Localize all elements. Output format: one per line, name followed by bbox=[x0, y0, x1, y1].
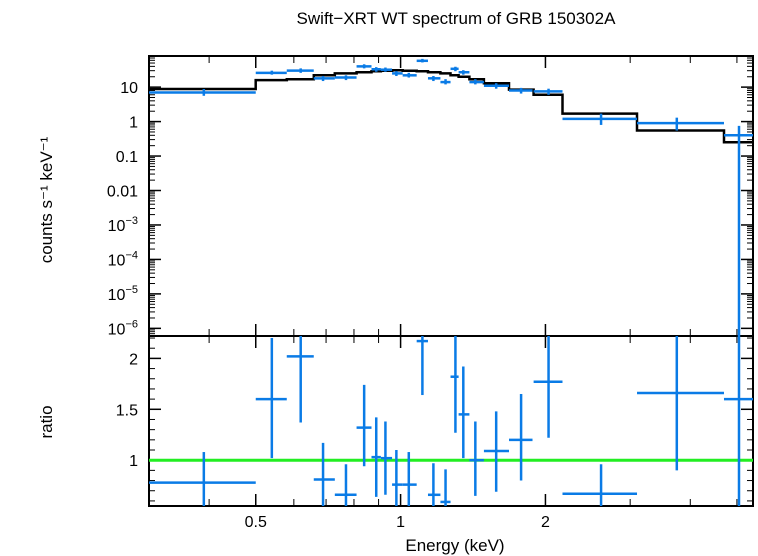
data-point bbox=[509, 394, 533, 481]
data-point bbox=[416, 336, 428, 396]
data-point bbox=[469, 421, 484, 496]
data-point bbox=[334, 75, 357, 81]
data-point bbox=[286, 68, 314, 73]
data-point bbox=[637, 117, 724, 131]
data-point bbox=[483, 411, 510, 492]
y-tick-label: 10−6 bbox=[108, 318, 138, 338]
spectrum-panel-frame bbox=[148, 55, 754, 337]
spectrum-y-ticks: 10 1 0.1 0.01 10−3 10−4 10−5 10−6 bbox=[107, 57, 753, 338]
ratio-data-points bbox=[149, 336, 753, 506]
data-point bbox=[533, 88, 563, 95]
data-point bbox=[392, 71, 403, 77]
chart-title: Swift−XRT WT spectrum of GRB 150302A bbox=[297, 9, 617, 28]
data-point bbox=[533, 336, 563, 438]
data-point bbox=[402, 452, 417, 506]
y-tick-label: 10−3 bbox=[108, 215, 138, 235]
data-point bbox=[380, 67, 393, 72]
data-point bbox=[313, 76, 335, 82]
data-point bbox=[380, 421, 393, 495]
data-point bbox=[255, 338, 287, 459]
model-step-line bbox=[149, 68, 753, 144]
data-point bbox=[458, 366, 470, 459]
y-tick-label: 1 bbox=[129, 453, 138, 470]
data-point bbox=[255, 70, 287, 75]
x-tick-label: 0.5 bbox=[245, 514, 267, 531]
y-tick-label: 0.01 bbox=[107, 184, 138, 201]
data-point bbox=[440, 79, 451, 85]
data-point bbox=[483, 83, 510, 89]
data-point bbox=[356, 384, 372, 467]
x-tick-label: 1 bbox=[396, 514, 405, 531]
data-point bbox=[450, 336, 459, 433]
data-point bbox=[392, 450, 403, 506]
y-axis-label-ratio: ratio bbox=[37, 405, 56, 438]
data-point bbox=[562, 464, 638, 506]
data-point bbox=[458, 70, 470, 75]
data-point bbox=[450, 66, 459, 72]
model-step-path bbox=[149, 68, 753, 144]
data-point bbox=[509, 87, 533, 94]
spectrum-data-points bbox=[149, 58, 753, 336]
data-point bbox=[723, 336, 753, 506]
x-tick-label: 2 bbox=[541, 514, 550, 531]
data-point bbox=[149, 89, 256, 96]
data-point bbox=[371, 417, 381, 497]
data-point bbox=[371, 67, 381, 72]
data-point bbox=[149, 452, 256, 506]
data-point bbox=[427, 76, 441, 82]
y-tick-label: 1.5 bbox=[116, 402, 138, 419]
y-axis-label-spectrum: counts s⁻¹ keV⁻¹ bbox=[37, 136, 56, 263]
data-point bbox=[402, 72, 417, 78]
data-point bbox=[416, 58, 428, 63]
data-point bbox=[440, 469, 451, 506]
x-axis-label: Energy (keV) bbox=[405, 536, 504, 555]
y-tick-label: 2 bbox=[129, 351, 138, 368]
data-point bbox=[723, 125, 753, 336]
data-point bbox=[469, 79, 484, 85]
data-point bbox=[562, 113, 638, 125]
y-tick-label: 10−4 bbox=[108, 249, 138, 269]
data-point bbox=[427, 463, 441, 506]
data-point bbox=[334, 464, 357, 506]
data-point bbox=[637, 336, 724, 471]
y-tick-label: 10 bbox=[120, 80, 138, 97]
y-tick-label: 0.1 bbox=[116, 149, 138, 166]
ratio-panel-frame bbox=[148, 335, 754, 507]
data-point bbox=[313, 442, 335, 506]
y-tick-label: 1 bbox=[129, 115, 138, 132]
data-point bbox=[356, 64, 372, 69]
y-tick-label: 10−5 bbox=[108, 284, 138, 304]
data-point bbox=[286, 336, 314, 423]
energy-x-ticks: 0.5 1 2 bbox=[208, 56, 738, 531]
